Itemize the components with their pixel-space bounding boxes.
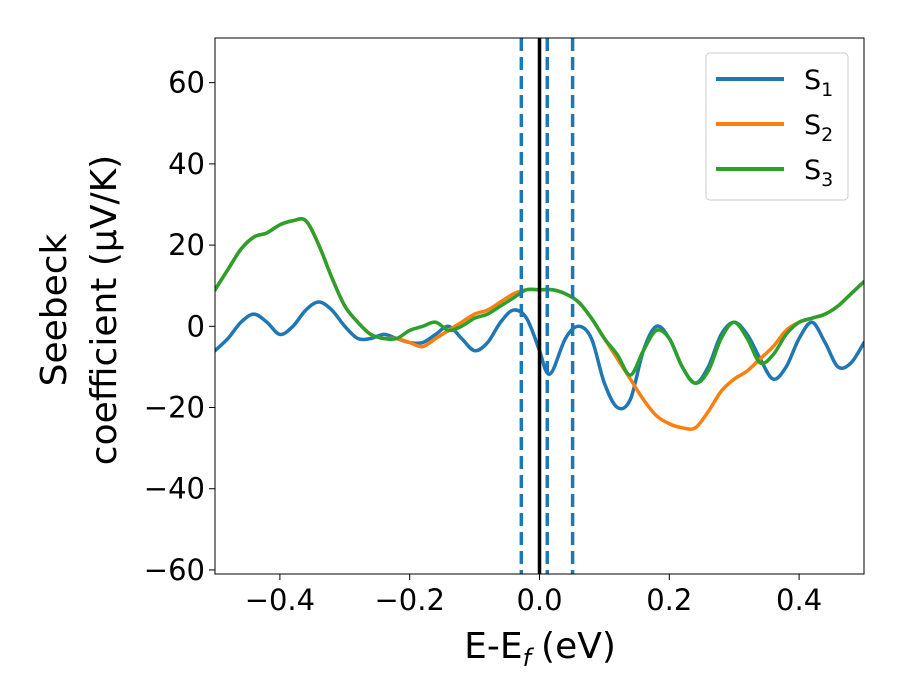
axis-ticks: −0.4 −0.2 0.0 0.2 0.4 −60 −40 −20 0 20 40 60 xyxy=(144,66,822,617)
legend-box xyxy=(705,52,849,201)
x-axis-label: E-Ef (eV) xyxy=(464,626,616,672)
y-tick-label: 0 xyxy=(187,309,205,343)
x-tick-label: 0.4 xyxy=(776,583,822,617)
series-line-s1 xyxy=(215,300,864,411)
legend-label-s1: S1 xyxy=(804,65,833,101)
legend-label-s3: S3 xyxy=(804,155,833,191)
x-tick-label: −0.4 xyxy=(245,583,315,617)
y-tick-label: −60 xyxy=(144,553,205,587)
x-tick-label: −0.2 xyxy=(374,583,444,617)
x-axis-label-main: E-E xyxy=(464,626,522,667)
y-tick-label: 60 xyxy=(168,66,205,100)
x-tick-label: 0.2 xyxy=(646,583,692,617)
legend-label-s2: S2 xyxy=(804,110,833,146)
y-tick-label: −40 xyxy=(144,472,205,506)
y-tick-label: 40 xyxy=(168,147,205,181)
y-tick-label: 20 xyxy=(168,228,205,262)
y-axis-label-line1: Seebeck xyxy=(34,233,75,386)
x-tick-label: 0.0 xyxy=(516,583,562,617)
y-axis-label-line2: coefficient (μV/K) xyxy=(84,155,125,465)
x-axis-label-unit: (eV) xyxy=(541,626,616,667)
legend: S1 S2 S3 xyxy=(705,52,849,201)
y-tick-label: −20 xyxy=(144,391,205,425)
